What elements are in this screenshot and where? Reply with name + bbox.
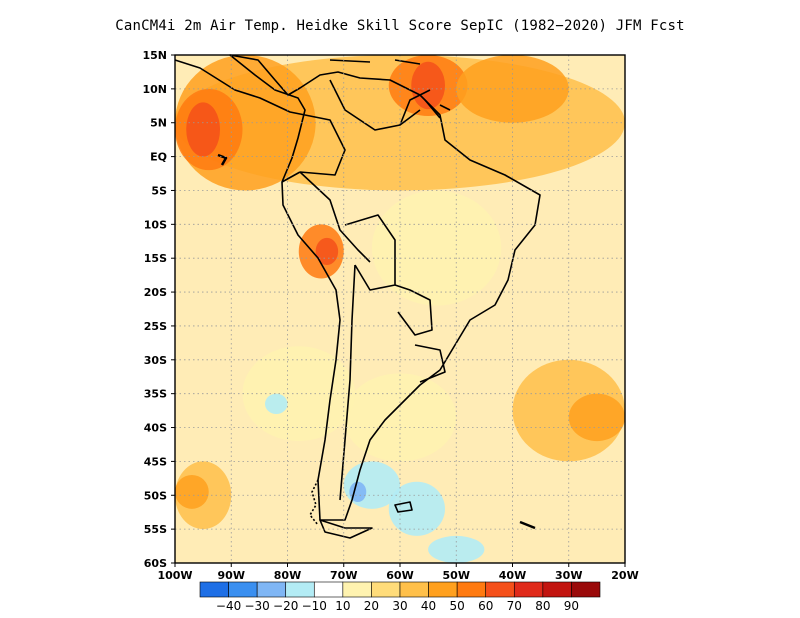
border-ecuador [281,171,301,183]
lon-tick-label: 80W [274,569,301,582]
grid-layer [175,55,625,563]
south-georgia [519,520,536,530]
colorbar-swatch [199,581,229,598]
colorbar-swatch [485,581,515,598]
lat-tick-label: 35S [144,388,167,401]
colorbar-swatch [371,581,401,598]
colorbar-label: 10 [335,599,350,613]
lat-tick-label: 10S [144,218,167,231]
colorbar-swatch [228,581,258,598]
skill-region [265,393,288,414]
colorbar-swatch [399,581,429,598]
skill-region [411,61,445,110]
colorbar-label: 50 [450,599,465,613]
colorbar-swatch [256,581,287,598]
galapagos [217,153,228,166]
colorbar-label: −40 [216,599,241,613]
skill-region [428,535,485,563]
colorbar-label: 40 [421,599,436,613]
colorbar-swatch [428,581,458,598]
colorbar-label: 80 [535,599,550,613]
colorbar-label: 30 [392,599,407,613]
chile-fjords [309,479,319,526]
skill-region [388,481,445,536]
lat-tick-label: 55S [144,523,167,536]
skill-region [186,102,220,157]
lon-tick-label: 20W [611,569,638,582]
colorbar-label: −30 [244,599,269,613]
lat-tick-label: 40S [144,422,167,435]
colorbar-swatch [342,581,372,598]
lon-tick-label: 100W [157,569,192,582]
lon-tick-label: 90W [218,569,245,582]
lat-tick-label: 5N [150,117,167,130]
skill-region [242,346,355,442]
colorbar-swatch [542,581,572,598]
colorbar: −40 −30 −20 −10 10 20 30 40 50 60 70 80 90 [199,581,601,613]
lon-tick-label: 30W [555,569,582,582]
lat-tick-label: 45S [144,455,167,468]
colorbar-swatch [313,581,344,598]
lat-tick-label: 60S [144,557,167,570]
border-venezuela [329,79,421,131]
border-argentina-chile [339,264,356,501]
lon-tick-label: 50W [443,569,470,582]
skill-region [568,393,625,442]
axis-ticks: 15N 10N 5N EQ 5S 10S 15S 20S 25S 30S 35S 40S 45S 50S 5… [142,49,638,582]
chart-title: CanCM4i 2m Air Temp. Heidke Skill Score … [115,18,685,34]
colorbar-swatch [285,581,315,598]
lat-tick-label: 15N [142,49,167,62]
lat-tick-label: 10N [142,83,167,96]
colorbar-swatch [456,581,487,598]
border-bolivia [344,214,396,291]
colorbar-label: 90 [564,599,579,613]
colorbar-swatch [571,581,601,598]
lat-tick-label: 20S [144,286,167,299]
lat-tick-label: 15S [144,252,167,265]
lat-tick-label: EQ [150,151,167,164]
lat-tick-label: 30S [144,354,167,367]
colorbar-label: −10 [302,599,327,613]
colorbar-label: 20 [364,599,379,613]
skill-region [343,373,457,462]
skill-fill-layer [175,55,625,563]
caribbean-islands [329,59,451,111]
falkland-islands [394,501,413,513]
colorbar-label: −20 [273,599,298,613]
skill-region [371,190,502,306]
lon-tick-label: 70W [330,569,357,582]
tierra-del-fuego [319,519,373,539]
colorbar-label: 60 [478,599,493,613]
colorbar-label: 70 [507,599,522,613]
border-uruguay [414,344,446,383]
coastline-layer [174,54,541,539]
lon-tick-label: 60W [386,569,413,582]
lat-tick-label: 50S [144,489,167,502]
continent-outline [229,54,541,521]
border-colombia [299,114,346,176]
border-guianas [399,89,441,126]
colorbar-swatch [513,581,544,598]
lat-tick-label: 5S [151,184,167,197]
skill-region [175,474,209,509]
lat-tick-label: 25S [144,320,167,333]
lon-tick-label: 40W [499,569,526,582]
border-paraguay [394,284,433,336]
central-america [174,59,306,116]
